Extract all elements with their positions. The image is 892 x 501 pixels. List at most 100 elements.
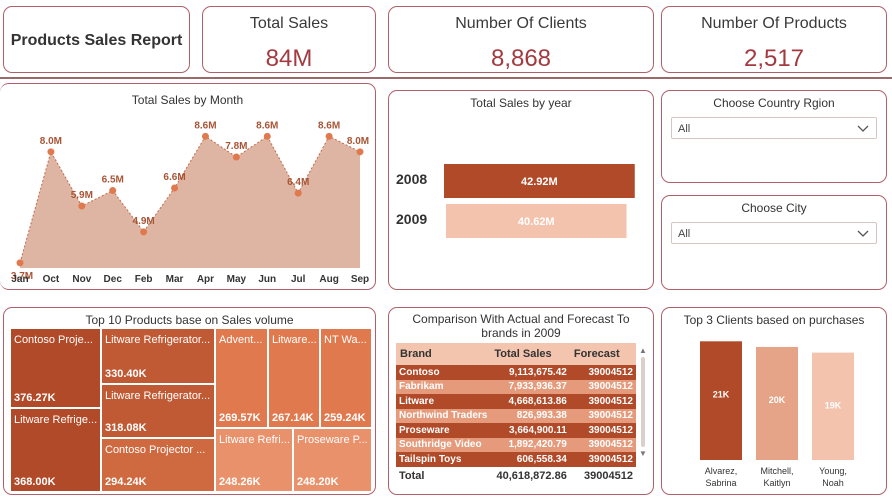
scroll-down-icon[interactable]: ▼ bbox=[639, 449, 647, 458]
treemap-tile[interactable]: Litware Refrigerator... 330.40K bbox=[101, 328, 215, 384]
country-select[interactable]: All bbox=[671, 117, 877, 139]
treemap-tile[interactable]: Litware Refrigerator... 318.08K bbox=[101, 384, 215, 438]
top-clients-card: Top 3 Clients based on purchases 21K Alva… bbox=[661, 307, 887, 495]
sales-cell: 1,892,420.79 bbox=[490, 437, 570, 452]
bar[interactable] bbox=[700, 341, 742, 460]
x-tick-label: Jan bbox=[11, 274, 28, 285]
y-tick-label: 2008 bbox=[396, 171, 427, 187]
bar-label: 42.92M bbox=[521, 176, 558, 188]
sales-by-year-chart: 2008 42.92M 2009 40.62M bbox=[396, 164, 635, 238]
tile-name: Advent... bbox=[219, 334, 263, 346]
data-point[interactable] bbox=[325, 132, 333, 140]
x-tick-label: Kaitlyn bbox=[763, 478, 790, 488]
x-tick-label: Jun bbox=[258, 274, 276, 285]
table-row[interactable]: Northwind Traders 826,993.38 39004512 bbox=[396, 408, 636, 423]
tile-name: Contoso Proje... bbox=[14, 334, 93, 346]
table-scrollbar[interactable]: ▲ ▼ bbox=[639, 346, 647, 478]
x-tick-label: Nov bbox=[72, 274, 91, 285]
data-point[interactable] bbox=[78, 202, 86, 210]
column-header-total-sales[interactable]: Total Sales bbox=[490, 343, 570, 365]
bar-label: 20K bbox=[769, 395, 786, 405]
top-clients-chart: 21K Alvarez, Sabrina 20K Mitchell, Kaitlyn 19K… bbox=[700, 341, 854, 488]
bar[interactable] bbox=[446, 204, 627, 238]
data-point[interactable] bbox=[171, 184, 179, 192]
table-row[interactable]: Fabrikam 7,933,936.37 39004512 bbox=[396, 379, 636, 394]
scroll-thumb[interactable] bbox=[640, 357, 645, 447]
table-header-row: Brand Total Sales Forecast bbox=[396, 343, 636, 365]
tile-name: Litware Refrigerator... bbox=[105, 334, 211, 346]
tile-value: 376.27K bbox=[14, 392, 56, 404]
table-row[interactable]: Litware 4,668,613.86 39004512 bbox=[396, 394, 636, 409]
treemap-tile[interactable]: Advent... 269.57K bbox=[215, 328, 268, 428]
treemap-tile[interactable]: Contoso Proje... 376.27K bbox=[10, 328, 101, 408]
data-label: 8.6M bbox=[256, 120, 278, 131]
bar[interactable] bbox=[812, 352, 854, 460]
sales-cell: 3,664,900.11 bbox=[490, 423, 570, 438]
city-select[interactable]: All bbox=[671, 222, 877, 244]
bar[interactable] bbox=[756, 346, 798, 460]
data-label: 6.6M bbox=[163, 172, 185, 183]
x-tick-label: Alvarez, bbox=[705, 466, 738, 476]
data-point[interactable] bbox=[47, 148, 55, 156]
treemap-tile[interactable]: Litware... 267.14K bbox=[268, 328, 320, 428]
data-point[interactable] bbox=[263, 132, 271, 140]
table-row[interactable]: Proseware 3,664,900.11 39004512 bbox=[396, 423, 636, 438]
treemap-tile[interactable]: NT Wa... 259.24K bbox=[320, 328, 372, 428]
x-tick-label: Oct bbox=[43, 274, 60, 285]
forecast-cell: 39004512 bbox=[569, 379, 636, 394]
x-tick-label: Young, bbox=[819, 466, 847, 476]
data-label: 8.0M bbox=[40, 136, 62, 147]
column-header-forecast[interactable]: Forecast bbox=[569, 343, 636, 365]
tile-value: 248.20K bbox=[297, 476, 339, 488]
sales-cell: 4,668,613.86 bbox=[490, 394, 570, 409]
data-point[interactable] bbox=[140, 228, 148, 236]
kpi-label: Number Of Clients bbox=[455, 15, 587, 32]
x-tick-label: Sep bbox=[351, 274, 369, 285]
x-tick-label: Jul bbox=[291, 274, 306, 285]
column-header-brand[interactable]: Brand bbox=[396, 343, 491, 365]
bar[interactable] bbox=[444, 164, 635, 198]
country-filter-card: Choose Country Rgion All bbox=[661, 90, 887, 183]
treemap-tile[interactable]: Contoso Projector ... 294.24K bbox=[101, 438, 215, 492]
total-sales: 40,618,872.86 bbox=[490, 466, 570, 485]
data-point[interactable] bbox=[201, 132, 209, 140]
data-point[interactable] bbox=[16, 259, 24, 267]
tile-value: 269.57K bbox=[219, 412, 261, 424]
data-point[interactable] bbox=[294, 189, 302, 197]
table-row[interactable]: Southridge Video 1,892,420.79 39004512 bbox=[396, 437, 636, 452]
x-tick-label: May bbox=[227, 274, 247, 285]
country-select-value: All bbox=[678, 123, 691, 135]
data-label: 8.6M bbox=[318, 120, 340, 131]
data-point[interactable] bbox=[232, 153, 240, 161]
total-forecast: 39004512 bbox=[569, 466, 636, 485]
treemap-tile[interactable]: Litware Refrige... 368.00K bbox=[10, 408, 101, 492]
x-tick-label: Sabrina bbox=[705, 478, 736, 488]
area-fill bbox=[20, 136, 360, 268]
treemap-tile[interactable]: Proseware P... 248.20K bbox=[293, 428, 372, 492]
data-label: 4.9M bbox=[133, 216, 155, 227]
brand-cell: Litware bbox=[396, 394, 491, 409]
forecast-cell: 39004512 bbox=[569, 452, 636, 467]
tile-name: Litware Refrige... bbox=[14, 414, 98, 426]
x-tick-label: Aug bbox=[319, 274, 338, 285]
data-point[interactable] bbox=[109, 187, 117, 195]
tile-value: 267.14K bbox=[272, 412, 314, 424]
data-label: 6.5M bbox=[102, 175, 124, 186]
brand-cell: Northwind Traders bbox=[396, 408, 491, 423]
kpi-label: Number Of Products bbox=[701, 15, 847, 32]
table-row[interactable]: Tailspin Toys 606,558.34 39004512 bbox=[396, 452, 636, 467]
data-point[interactable] bbox=[356, 148, 364, 156]
brand-cell: Southridge Video bbox=[396, 437, 491, 452]
sales-by-month-chart: 3.7M 8.0M 5.9M 6.5M 4.9M 6.6M 8.6M 7.8M 8.6M 6.4M… bbox=[11, 120, 369, 285]
treemap-tile[interactable]: Litware Refri... 248.26K bbox=[215, 428, 293, 492]
x-tick-label: Feb bbox=[135, 274, 153, 285]
city-filter-title: Choose City bbox=[741, 201, 807, 215]
kpi-number-of-clients: Number Of Clients 8,868 bbox=[388, 6, 654, 73]
brand-cell: Contoso bbox=[396, 365, 491, 380]
scroll-up-icon[interactable]: ▲ bbox=[639, 346, 647, 355]
brand-cell: Fabrikam bbox=[396, 379, 491, 394]
treemap: Contoso Proje... 376.27K Litware Refrige.… bbox=[10, 328, 372, 492]
table-row[interactable]: Contoso 9,113,675.42 39004512 bbox=[396, 365, 636, 380]
table-title-line2: brands in 2009 bbox=[481, 326, 561, 340]
header-divider bbox=[0, 77, 892, 79]
